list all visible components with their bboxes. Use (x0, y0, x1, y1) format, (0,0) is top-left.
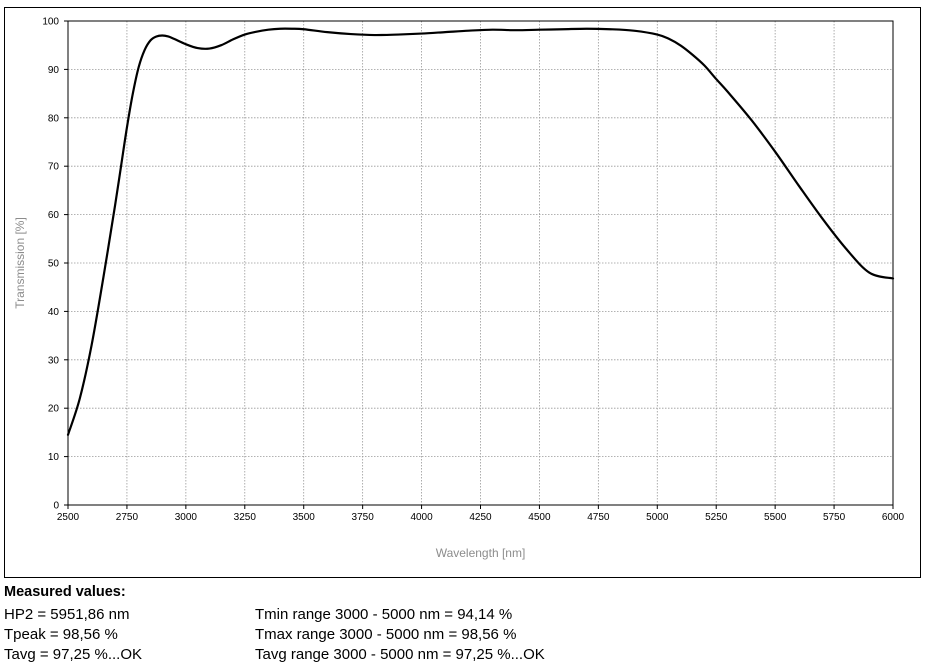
y-tick-label: 60 (48, 210, 60, 221)
y-tick-label: 30 (48, 355, 60, 366)
x-tick-label: 3750 (352, 512, 375, 523)
y-tick-label: 90 (48, 65, 60, 76)
y-tick-label: 50 (48, 259, 60, 270)
x-tick-label: 5250 (705, 512, 728, 523)
transmission-chart: 2500 2750 3000 3250 3500 3750 4000 4250 4500 4750… (13, 17, 905, 561)
x-tick-label: 5000 (646, 512, 669, 523)
measured-hp2: HP2 = 5951,86 nm (4, 606, 130, 623)
y-tick-label: 20 (48, 404, 60, 415)
x-tick-label: 4000 (410, 512, 433, 523)
x-tick-label: 3250 (234, 512, 257, 523)
y-tick-label: 100 (42, 17, 59, 28)
chart-frame (4, 7, 921, 578)
measured-tmax-range: Tmax range 3000 - 5000 nm = 98,56 % (255, 626, 517, 643)
x-tick-label: 5500 (764, 512, 787, 523)
grid-lines (67, 20, 894, 506)
y-axis-title: Transmission [%] (13, 217, 27, 309)
y-tick-label: 70 (48, 162, 60, 173)
x-tick-label: 3500 (293, 512, 316, 523)
transmission-series-line (66, 27, 895, 436)
measured-tavg: Tavg = 97,25 %...OK (4, 646, 142, 663)
x-tick-label: 4250 (469, 512, 492, 523)
measured-tavg-range: Tavg range 3000 - 5000 nm = 97,25 %...OK (255, 646, 545, 663)
y-tick-label: 40 (48, 307, 60, 318)
measured-values-heading: Measured values: (4, 584, 126, 600)
y-tick-label: 10 (48, 452, 60, 463)
measured-values-panel: Measured values: HP2 = 5951,86 nm Tpeak … (4, 584, 922, 668)
x-tick-label: 4750 (587, 512, 610, 523)
y-tick-label: 80 (48, 113, 60, 124)
x-tick-label: 2500 (57, 512, 80, 523)
measured-tmin-range: Tmin range 3000 - 5000 nm = 94,14 % (255, 606, 513, 623)
x-tick-label: 2750 (116, 512, 139, 523)
measured-tpeak: Tpeak = 98,56 % (4, 626, 118, 643)
x-tick-label: 4500 (528, 512, 551, 523)
y-tick-label: 0 (53, 501, 59, 512)
x-tick-label: 5750 (823, 512, 846, 523)
x-axis-title: Wavelength [nm] (436, 546, 526, 560)
x-tick-label: 3000 (175, 512, 198, 523)
x-tick-label: 6000 (882, 512, 905, 523)
x-axis-ticks: 2500 2750 3000 3250 3500 3750 4000 4250 4500 4750… (57, 505, 905, 523)
y-axis-ticks: 0 10 20 30 40 50 60 70 80 90 100 (42, 17, 68, 512)
